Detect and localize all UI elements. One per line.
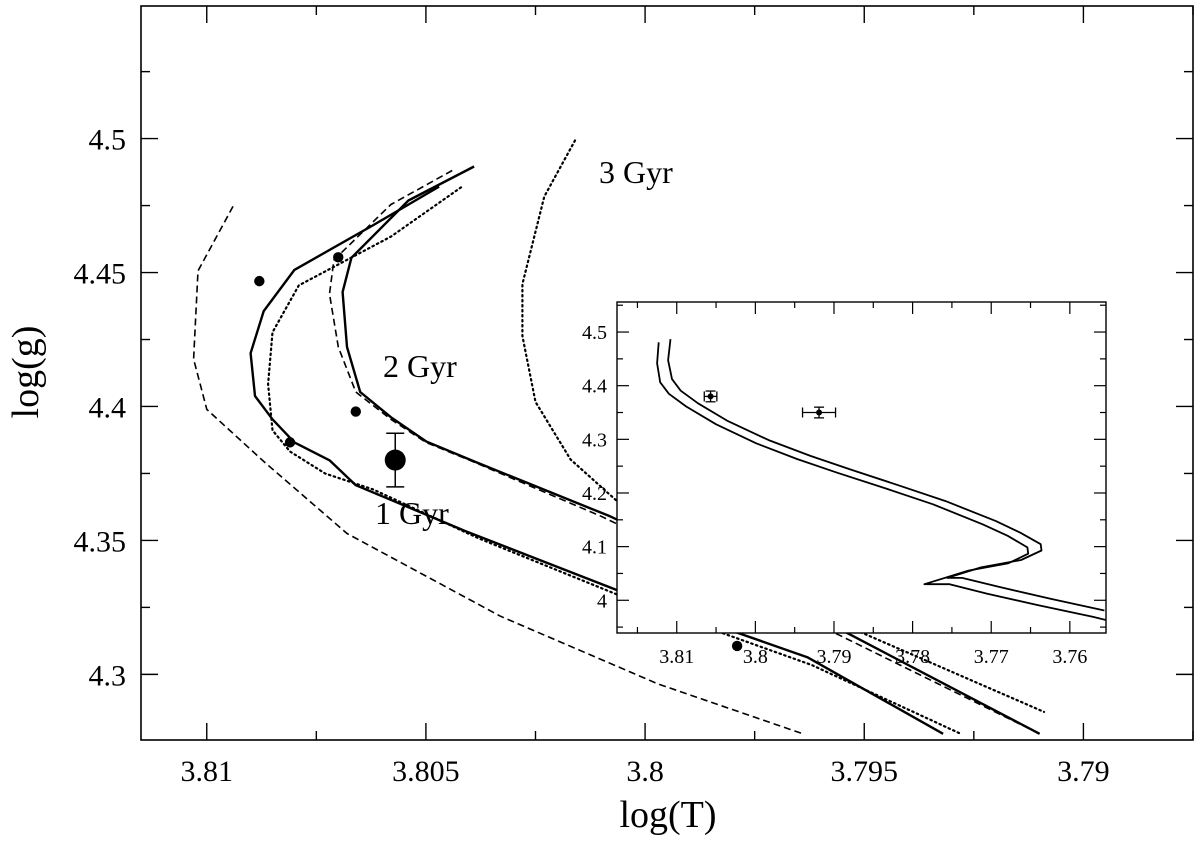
inset-y-tick-label: 4.2: [582, 483, 607, 505]
inset-y-tick-label: 4.5: [582, 322, 607, 344]
inset-x-tick-label: 3.76: [1052, 646, 1087, 668]
inset-x-tick-label: 3.78: [895, 646, 930, 668]
main-y-tick-label: 4.35: [74, 525, 127, 558]
main-series-line-dotted-5: [267, 186, 962, 735]
main-observation-1: [384, 432, 406, 488]
inset-plot: 3.81 3.8 3.79 3.78 3.77 3.76 4 4.1 4.2 4.3 4.4 4.5: [582, 301, 1107, 668]
inset-observation-2: [801, 406, 837, 419]
main-observed-star: [384, 449, 406, 471]
inset-x-tick-label: 3.8: [743, 646, 768, 668]
main-series-line-solid-1: [249, 185, 944, 735]
inset-x-tick-label: 3.77: [974, 646, 1009, 668]
inset-observed-star: [707, 393, 714, 400]
inset-y-tick-label: 4.3: [582, 429, 607, 451]
inset-y-tick-label: 4.4: [582, 376, 607, 398]
inset-y-tick-label: 4.1: [582, 537, 607, 559]
inset-observation-1: [703, 390, 718, 403]
inset-frame: [616, 301, 1107, 634]
main-series-line-dashed-3: [192, 206, 804, 735]
main-y-tick-label: 4.3: [89, 659, 127, 692]
inset-series-line-solid-2: [667, 338, 1105, 612]
main-x-tick-label: 3.795: [831, 755, 899, 788]
main-x-tick-label: 3.81: [181, 755, 234, 788]
annotation-2gyr: 2 Gyr: [383, 348, 457, 384]
main-x-tick-label: 3.8: [626, 755, 664, 788]
x-axis-title: log(T): [619, 794, 716, 836]
inset-data: [656, 338, 1106, 621]
main-x-tick-label: 3.805: [392, 755, 460, 788]
inset-y-tick-label: 4: [597, 590, 607, 612]
annotations: 1 Gyr 2 Gyr 3 Gyr: [375, 154, 673, 531]
main-isochrone-marker: [333, 252, 344, 263]
main-y-tick-label: 4.45: [74, 258, 127, 291]
inset-series-line-solid-1: [656, 342, 1106, 621]
main-isochrone-marker: [731, 640, 743, 652]
annotation-1gyr: 1 Gyr: [375, 495, 449, 531]
main-y-tick-label: 4.4: [89, 391, 127, 424]
main-y-tick-label: 4.5: [89, 124, 127, 157]
inset-x-tick-label: 3.81: [659, 646, 694, 668]
main-x-tick-label: 3.79: [1057, 755, 1110, 788]
inset-x-tick-label: 3.79: [816, 646, 851, 668]
main-isochrone-marker: [350, 406, 361, 417]
annotation-3gyr: 3 Gyr: [599, 154, 673, 190]
main-isochrone-marker: [254, 275, 265, 287]
inset-observed-star: [816, 409, 823, 416]
axis-titles: log(T) log(g): [5, 326, 717, 836]
y-axis-title: log(g): [5, 326, 47, 419]
main-isochrone-marker: [284, 437, 296, 448]
